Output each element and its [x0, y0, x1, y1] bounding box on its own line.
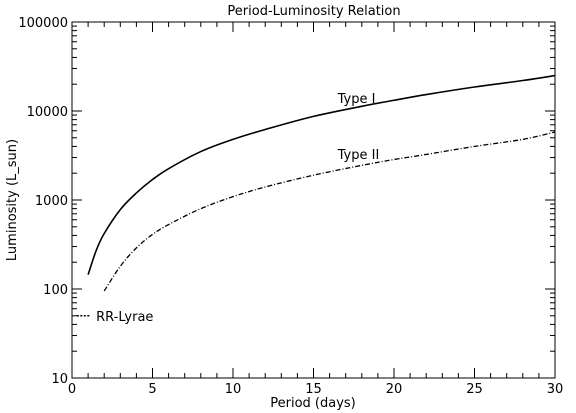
annotation-layer: Type I Type II RR-Lyrae — [96, 92, 379, 325]
chart-title: Period-Luminosity Relation — [227, 4, 400, 19]
annotation-type-i: Type I — [337, 92, 376, 107]
annotation-rr-lyrae: RR-Lyrae — [96, 310, 153, 325]
axis-ticks: 0 5 10 15 20 25 30 10 100 1000 10000 100000 — [18, 16, 563, 397]
series-line-type-ii — [103, 131, 556, 292]
x-axis-label: Period (days) — [270, 396, 356, 411]
x-tick-label: 10 — [225, 382, 242, 397]
x-tick-label: 5 — [148, 382, 156, 397]
y-axis-label: Luminosity (L_sun) — [5, 139, 20, 261]
y-tick-label: 100 — [43, 283, 68, 298]
y-tick-label: 100000 — [18, 16, 68, 31]
annotation-type-ii: Type II — [337, 148, 380, 163]
y-tick-label: 10 — [51, 372, 68, 387]
series-line-type-i — [87, 74, 556, 275]
y-tick-label: 1000 — [35, 194, 68, 209]
y-tick-label: 10000 — [27, 105, 68, 120]
x-tick-label: 0 — [68, 382, 76, 397]
x-tick-label: 20 — [386, 382, 403, 397]
series-layer — [76, 74, 556, 317]
x-tick-label: 25 — [466, 382, 483, 397]
x-tick-label: 15 — [305, 382, 322, 397]
x-tick-label: 30 — [547, 382, 564, 397]
